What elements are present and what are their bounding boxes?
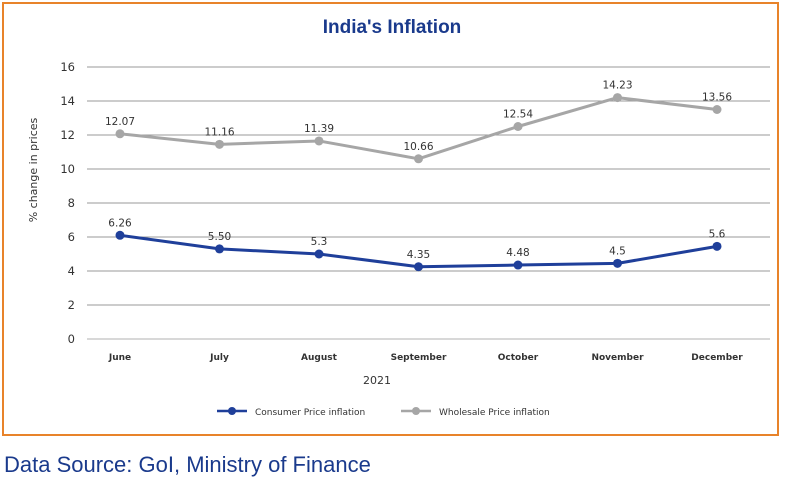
series-consumer-price: 6.26 5.50 5.3 4.35 4.48 4.5 5.6 <box>108 217 726 272</box>
data-point <box>613 258 622 268</box>
legend-marker <box>412 407 420 415</box>
x-axis-label: 2021 <box>363 374 391 387</box>
legend-label: Consumer Price inflation <box>255 408 365 418</box>
legend-marker <box>228 407 236 415</box>
x-tick-label: December <box>691 353 743 363</box>
data-point <box>414 154 423 164</box>
data-label: 5.3 <box>311 236 328 248</box>
data-label: 5.50 <box>208 231 231 243</box>
gridlines <box>87 66 770 340</box>
legend: Consumer Price inflation Wholesale Price … <box>217 407 550 418</box>
y-tick-label: 2 <box>68 298 75 312</box>
data-point <box>314 136 324 146</box>
y-axis-label: % change in prices <box>27 117 40 222</box>
data-label: 6.26 <box>108 217 132 229</box>
y-tick-label: 10 <box>60 162 75 176</box>
data-point <box>215 139 224 149</box>
data-label: 14.23 <box>602 80 632 92</box>
x-tick-label: October <box>498 353 539 363</box>
y-tick-label: 6 <box>68 230 75 244</box>
x-tick-label: September <box>391 353 447 363</box>
x-tick-label: August <box>301 353 338 363</box>
data-point <box>314 249 324 259</box>
data-point <box>513 122 523 131</box>
y-tick-label: 14 <box>60 94 75 108</box>
data-point <box>613 93 622 103</box>
y-tick-label: 16 <box>60 60 75 74</box>
data-point <box>712 105 722 114</box>
data-source-note: Data Source: GoI, Ministry of Finance <box>4 452 371 477</box>
inflation-line-chart: India's Inflation 0 2 4 6 8 10 12 14 16 % change… <box>27 17 770 418</box>
series-wholesale-price: 12.07 11.16 11.39 10.66 12.54 14.23 13.56 <box>105 80 732 164</box>
data-label: 4.48 <box>506 247 529 259</box>
data-label: 4.5 <box>609 245 626 257</box>
y-tick-label: 12 <box>60 128 75 142</box>
x-axis-ticks: June July August September October November De… <box>108 353 743 363</box>
data-point <box>115 230 125 240</box>
x-tick-label: June <box>108 353 131 363</box>
chart-title: India's Inflation <box>323 17 462 38</box>
data-label: 12.54 <box>503 109 533 121</box>
data-label: 13.56 <box>702 92 732 104</box>
data-point <box>215 244 224 254</box>
x-tick-label: November <box>591 353 644 363</box>
chart-frame <box>2 2 779 436</box>
data-label: 10.66 <box>403 141 433 153</box>
y-tick-label: 4 <box>68 264 75 278</box>
data-label: 12.07 <box>105 116 135 128</box>
y-tick-label: 0 <box>68 332 75 346</box>
data-point <box>414 262 423 272</box>
data-point <box>513 260 523 270</box>
data-point <box>712 241 722 251</box>
data-label: 4.35 <box>407 249 430 261</box>
x-tick-label: July <box>209 353 229 363</box>
y-tick-label: 8 <box>68 196 75 210</box>
data-label: 5.6 <box>709 228 726 240</box>
data-label: 11.39 <box>304 123 334 135</box>
data-label: 11.16 <box>204 126 234 138</box>
data-point <box>115 129 125 139</box>
series-layer: 6.26 5.50 5.3 4.35 4.48 4.5 5.6 12.07 11.16 11.39… <box>105 80 732 272</box>
legend-label: Wholesale Price inflation <box>439 408 550 418</box>
y-axis-ticks: 0 2 4 6 8 10 12 14 16 <box>60 60 75 346</box>
